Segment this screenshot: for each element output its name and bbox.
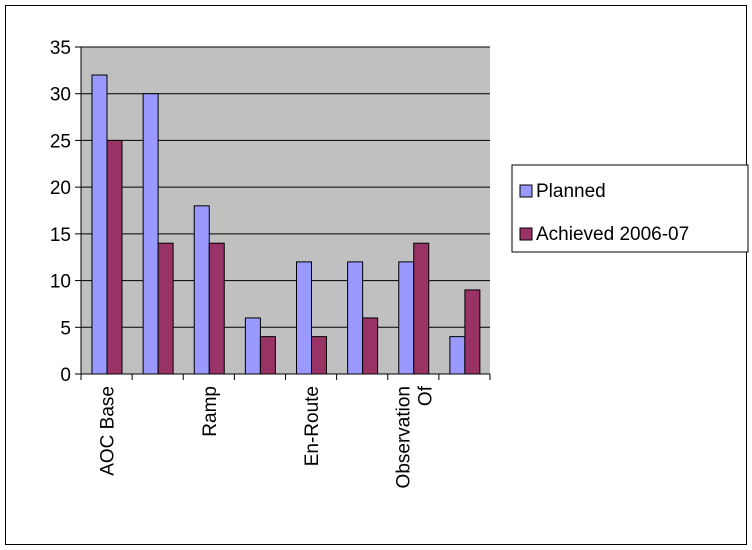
bar-achieved[interactable] bbox=[362, 317, 379, 375]
bar-achieved[interactable] bbox=[413, 242, 430, 375]
y-tick-label: 20 bbox=[50, 178, 71, 199]
legend-label[interactable]: Planned bbox=[536, 181, 606, 202]
bar-planned[interactable] bbox=[398, 261, 415, 375]
bar-achieved[interactable] bbox=[259, 336, 276, 375]
y-tick-label: 0 bbox=[60, 365, 71, 386]
bar-planned[interactable] bbox=[142, 93, 159, 375]
x-tick-label: AOC Base bbox=[98, 386, 119, 476]
bar-planned[interactable] bbox=[449, 336, 466, 375]
bar-achieved[interactable] bbox=[208, 242, 225, 375]
x-tick-label: En-Route bbox=[302, 386, 323, 466]
legend-label[interactable]: Achieved 2006-07 bbox=[536, 224, 689, 245]
legend[interactable]: Planned Achieved 2006-07 bbox=[511, 164, 749, 253]
y-tick-label: 25 bbox=[50, 131, 71, 152]
bar-planned[interactable] bbox=[244, 317, 261, 375]
bar-achieved[interactable] bbox=[311, 336, 327, 375]
bar-achieved[interactable] bbox=[157, 242, 174, 375]
legend-box bbox=[511, 164, 749, 253]
y-tick-label: 5 bbox=[60, 318, 71, 339]
legend-swatch bbox=[519, 227, 533, 241]
bar-planned[interactable] bbox=[347, 261, 364, 375]
x-tick-label: Of bbox=[415, 385, 436, 406]
y-tick-label: 10 bbox=[50, 272, 71, 293]
y-tick-label: 15 bbox=[50, 225, 71, 246]
bar-planned[interactable] bbox=[296, 261, 312, 375]
y-tick-label: 30 bbox=[50, 85, 71, 106]
bar-achieved[interactable] bbox=[464, 289, 481, 375]
x-tick-label: Ramp bbox=[200, 386, 221, 437]
y-tick-label: 35 bbox=[50, 38, 71, 59]
x-tick-label: Observation bbox=[393, 386, 414, 488]
bar-planned[interactable] bbox=[91, 74, 108, 375]
bar-planned[interactable] bbox=[193, 205, 210, 375]
bar-achieved[interactable] bbox=[106, 139, 123, 375]
legend-swatch bbox=[519, 184, 533, 198]
plot-area: 0 5 10 15 20 25 30 35 AOC Base Ramp En-Route Observ… bbox=[50, 38, 491, 488]
